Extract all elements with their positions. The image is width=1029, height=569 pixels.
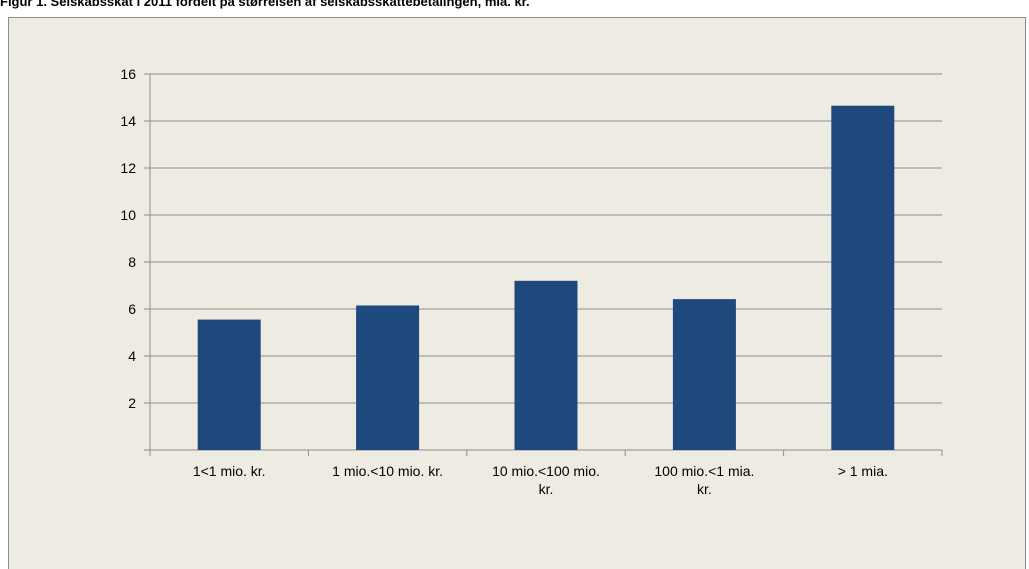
bar <box>197 319 261 450</box>
y-tick-label: 16 <box>120 66 136 82</box>
y-tick-label: 8 <box>128 254 136 270</box>
x-category-label: 1<1 mio. kr. <box>193 463 266 479</box>
y-tick-label: 4 <box>128 348 136 364</box>
bar <box>672 299 736 450</box>
y-tick-label: 12 <box>120 160 136 176</box>
y-tick-label: 2 <box>128 395 136 411</box>
figure-title: Figur 1. Selskabsskat i 2011 fordelt på … <box>0 0 530 9</box>
y-tick-label: 14 <box>120 113 136 129</box>
x-category-label: 100 mio.<1 mia. kr. <box>654 463 754 497</box>
x-category-label: 1 mio.<10 mio. kr. <box>332 463 443 479</box>
x-category-label: > 1 mia. <box>838 463 888 479</box>
y-tick-label: 10 <box>120 207 136 223</box>
bar <box>514 280 578 450</box>
x-category-label: 10 mio.<100 mio. kr. <box>492 463 600 497</box>
bar <box>831 105 895 450</box>
y-tick-label: 6 <box>128 301 136 317</box>
bar <box>356 305 420 450</box>
